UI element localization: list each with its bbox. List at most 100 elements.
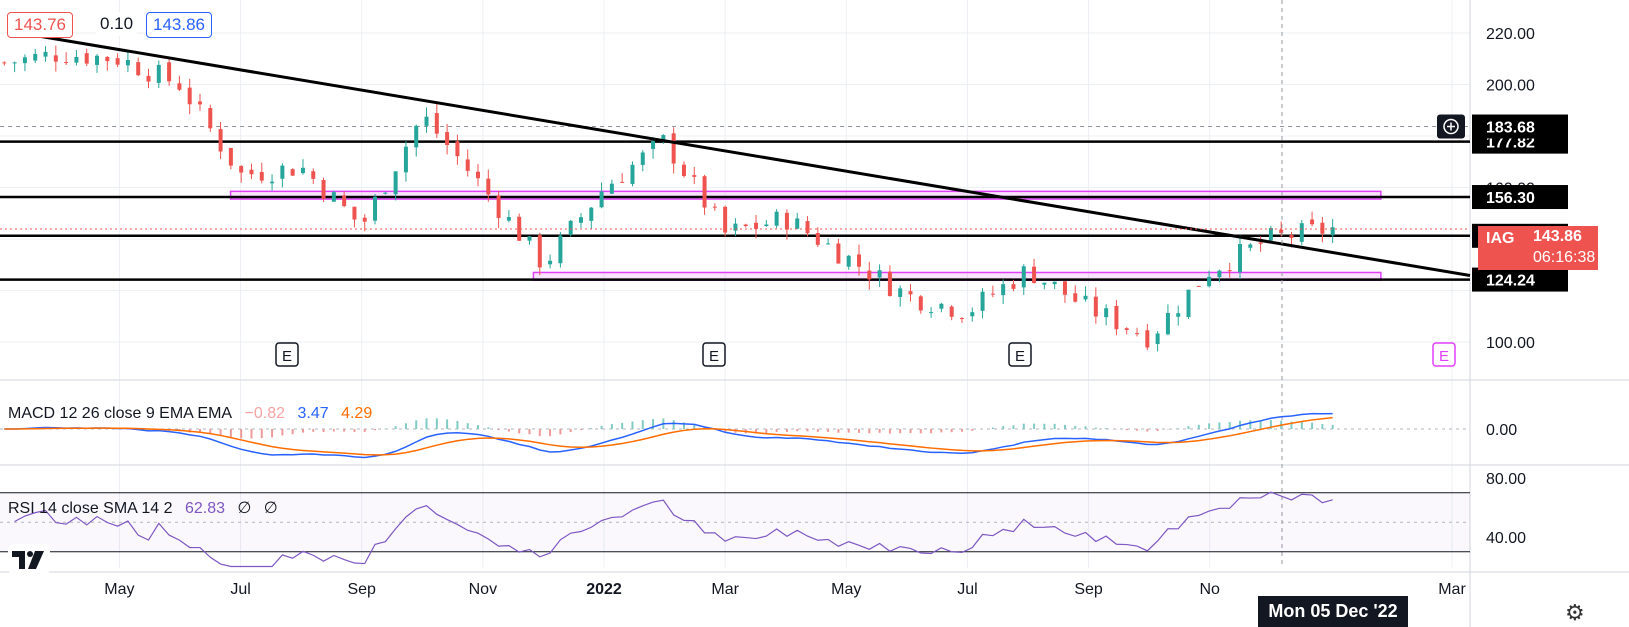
rsi-title: RSI 14 close SMA 14 2 bbox=[8, 500, 173, 517]
candle bbox=[125, 59, 130, 66]
candle bbox=[1186, 289, 1191, 318]
price-level-badge-label: 124.24 bbox=[1486, 273, 1535, 290]
candle bbox=[393, 171, 398, 195]
candle bbox=[980, 291, 985, 311]
candle bbox=[228, 147, 233, 166]
candle bbox=[249, 169, 254, 175]
candle bbox=[1104, 308, 1109, 318]
candle bbox=[568, 220, 573, 235]
settings-gear-icon[interactable]: ⚙ bbox=[1565, 600, 1585, 625]
candle bbox=[1021, 266, 1026, 288]
candle bbox=[754, 222, 759, 229]
candle bbox=[1279, 229, 1284, 234]
time-axis-label: Mar bbox=[711, 581, 739, 598]
macd-signal-line bbox=[4, 416, 1333, 456]
candle bbox=[929, 312, 934, 314]
candle bbox=[1165, 312, 1170, 335]
grid-lines bbox=[0, 0, 1470, 568]
time-axis-label: May bbox=[104, 581, 134, 598]
candle bbox=[630, 164, 635, 184]
rsi-axis-tick: 40.00 bbox=[1486, 530, 1526, 547]
candle bbox=[177, 83, 182, 90]
earnings-marker-label: E bbox=[1439, 348, 1449, 365]
macd-legend[interactable]: MACD 12 26 close 9 EMA EMA −0.82 3.47 4.… bbox=[8, 405, 380, 423]
candle bbox=[651, 140, 656, 149]
candle bbox=[486, 178, 491, 195]
rsi-line bbox=[14, 491, 1333, 568]
candle bbox=[1011, 284, 1016, 289]
candle bbox=[270, 181, 275, 184]
price-axis-tick: 200.00 bbox=[1486, 78, 1535, 95]
candle bbox=[352, 206, 357, 220]
earnings-marker bbox=[275, 342, 299, 367]
candle bbox=[733, 223, 738, 231]
candle bbox=[877, 270, 882, 278]
macd-hist-value: −0.82 bbox=[244, 405, 286, 422]
candle bbox=[1207, 276, 1212, 287]
macd-group bbox=[4, 412, 1334, 459]
candle bbox=[640, 152, 645, 165]
price-level-badge-label: 177.82 bbox=[1486, 135, 1535, 152]
candle bbox=[908, 291, 913, 295]
time-axis-label: 2022 bbox=[586, 581, 622, 598]
bar-countdown: 06:16:38 bbox=[1533, 249, 1596, 266]
tradingview-logo-icon bbox=[12, 551, 44, 569]
candle bbox=[43, 51, 48, 57]
candle bbox=[712, 206, 717, 208]
symbol-price: 143.86 bbox=[1533, 228, 1582, 245]
time-axis-label: Sep bbox=[347, 581, 376, 598]
candle bbox=[527, 236, 532, 241]
candle bbox=[53, 55, 58, 62]
rsi-legend[interactable]: RSI 14 close SMA 14 2 62.83 ∅ ∅ bbox=[8, 498, 286, 518]
candle bbox=[167, 62, 172, 82]
macd-axis-tick: 0.00 bbox=[1486, 422, 1517, 439]
candle bbox=[1196, 285, 1201, 287]
candle bbox=[784, 212, 789, 230]
candle bbox=[300, 167, 305, 174]
candle bbox=[867, 270, 872, 280]
candle bbox=[434, 113, 439, 134]
plus-circle-icon bbox=[1443, 118, 1459, 135]
candle bbox=[280, 165, 285, 179]
candle bbox=[846, 255, 851, 267]
candle bbox=[959, 318, 964, 320]
price-axis-tick: 220.00 bbox=[1486, 26, 1535, 43]
candle bbox=[681, 164, 686, 177]
macd-line-value: 3.47 bbox=[297, 405, 329, 422]
candle bbox=[290, 169, 295, 176]
price-level-badge-label: 183.68 bbox=[1486, 120, 1535, 137]
candle bbox=[1114, 305, 1119, 330]
candle bbox=[362, 217, 367, 222]
candles-group bbox=[2, 45, 1335, 352]
candle bbox=[259, 171, 264, 181]
time-axis-label: Nov bbox=[469, 581, 497, 598]
candle bbox=[1032, 266, 1037, 283]
candle bbox=[1093, 296, 1098, 317]
candle bbox=[373, 196, 378, 221]
candle bbox=[445, 132, 450, 146]
candle bbox=[1073, 293, 1078, 302]
candle bbox=[578, 217, 583, 223]
candle bbox=[599, 191, 604, 208]
candle bbox=[1330, 227, 1335, 236]
candle bbox=[990, 293, 995, 295]
earnings-marker bbox=[702, 342, 726, 367]
candle bbox=[548, 260, 553, 265]
macd-signal-value: 4.29 bbox=[341, 405, 373, 422]
price-level-badge bbox=[1472, 114, 1568, 139]
candle bbox=[1145, 330, 1150, 348]
earnings-marker bbox=[1432, 342, 1456, 367]
candle bbox=[939, 303, 944, 309]
candle bbox=[64, 62, 69, 64]
candle bbox=[95, 55, 100, 65]
ask-price-box[interactable]: 143.86 bbox=[146, 12, 212, 38]
candle bbox=[949, 306, 954, 317]
candle bbox=[239, 166, 244, 173]
candle bbox=[465, 159, 470, 171]
candle bbox=[887, 271, 892, 296]
candle bbox=[589, 207, 594, 221]
symbol-price-badge[interactable]: IAG 143.86 06:16:38 bbox=[1478, 226, 1598, 270]
bid-price-box[interactable]: 143.76 bbox=[7, 12, 73, 38]
candle bbox=[537, 235, 542, 268]
